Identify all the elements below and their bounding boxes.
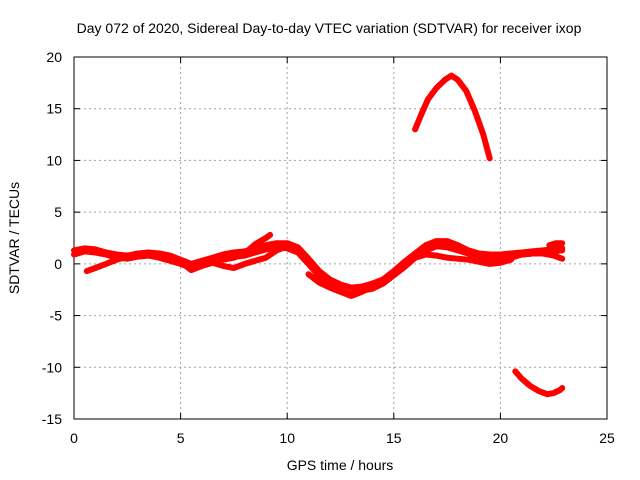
series-group: [71, 72, 566, 398]
axis-ticks: [73, 56, 608, 420]
x-tick-label: 0: [70, 430, 78, 446]
chart-title: Day 072 of 2020, Sidereal Day-to-day VTE…: [77, 20, 582, 36]
y-tick-label: -15: [42, 411, 62, 427]
x-tick-label: 10: [279, 430, 295, 446]
x-axis-label: GPS time / hours: [287, 457, 394, 473]
x-tick-label: 25: [599, 430, 615, 446]
y-tick-label: 15: [46, 101, 62, 117]
x-tick-label: 20: [493, 430, 509, 446]
series-line-sat-f: [422, 240, 566, 265]
series-line-sat-e: [305, 251, 515, 299]
series-line-sat-c: [83, 243, 291, 275]
y-tick-label: 20: [46, 49, 62, 65]
y-tick-label: -5: [50, 308, 63, 324]
x-tick-label: 15: [386, 430, 402, 446]
series-line-sat-d: [220, 231, 274, 263]
plot-frame: [73, 56, 608, 420]
y-axis-label: SDTVAR / TECUs: [6, 182, 22, 294]
grid: [74, 57, 607, 419]
x-tick-label: 5: [177, 430, 185, 446]
y-tick-label: -10: [42, 359, 62, 375]
y-tick-label: 5: [54, 204, 62, 220]
series-line-sat-i: [512, 368, 566, 398]
y-tick-label: 0: [54, 256, 62, 272]
tick-labels: 0 5 10 15 20 25 -15 -10 -5 0 5 10 15 20: [42, 49, 615, 446]
y-tick-label: 10: [46, 152, 62, 168]
series-line-sat-g: [546, 240, 566, 249]
series-line-sat-h: [412, 72, 493, 162]
